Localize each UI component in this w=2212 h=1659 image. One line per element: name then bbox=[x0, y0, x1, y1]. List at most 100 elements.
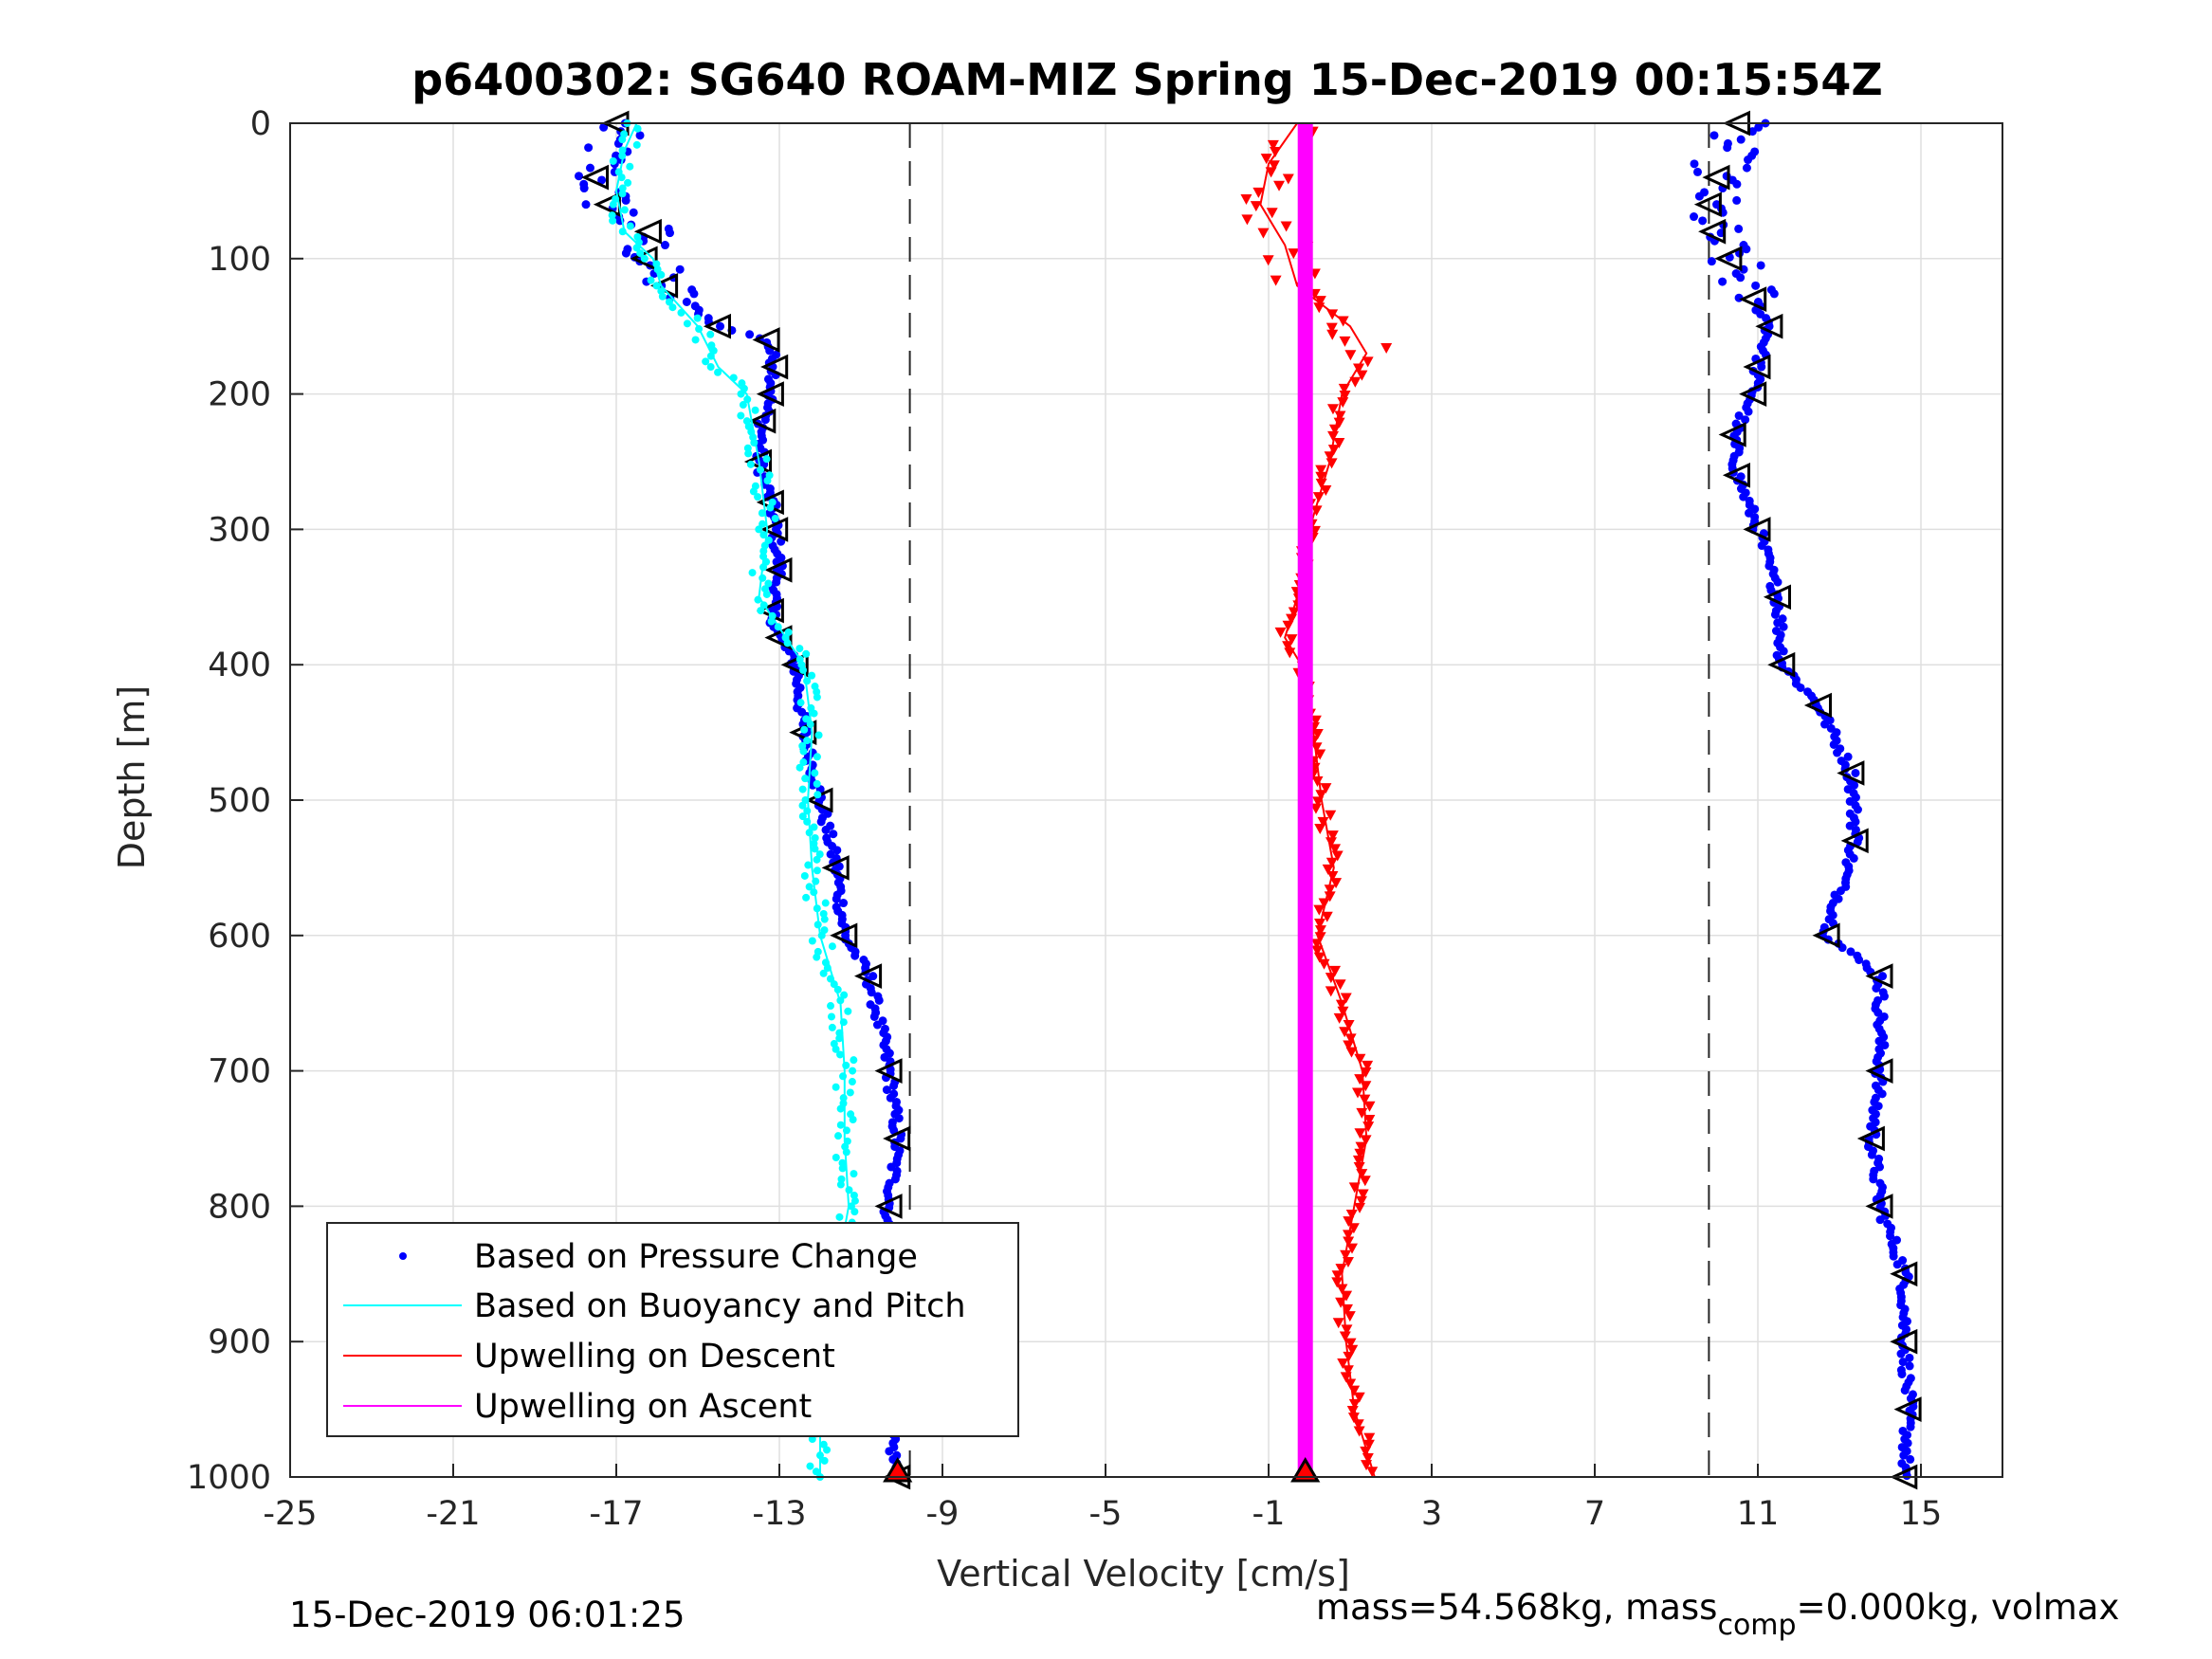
series-point bbox=[808, 671, 816, 680]
series-marker bbox=[633, 218, 662, 245]
x-tick-label: -13 bbox=[752, 1495, 806, 1533]
series-point bbox=[816, 817, 826, 827]
series-point bbox=[829, 830, 838, 839]
series-point bbox=[845, 1186, 853, 1194]
series-point bbox=[675, 264, 685, 274]
series-point bbox=[608, 211, 616, 220]
series-point bbox=[632, 244, 641, 252]
series-based-on-buoyancy-and-pitch bbox=[608, 119, 859, 1481]
series-marker bbox=[1865, 1194, 1893, 1219]
series-point bbox=[885, 1447, 894, 1456]
series-point bbox=[1349, 376, 1362, 388]
series-point bbox=[1796, 683, 1805, 692]
series-marker bbox=[1840, 828, 1869, 854]
series-point bbox=[762, 590, 771, 598]
series-point bbox=[1324, 884, 1336, 896]
series-point bbox=[1325, 857, 1338, 868]
series-point bbox=[1874, 1008, 1883, 1017]
series-point bbox=[1344, 1311, 1356, 1322]
x-tick-label: -9 bbox=[926, 1495, 960, 1533]
series-point bbox=[1314, 823, 1326, 834]
series-point bbox=[1899, 1450, 1909, 1460]
series-point bbox=[618, 136, 627, 144]
series-point bbox=[1900, 1386, 1910, 1395]
series-point bbox=[798, 785, 807, 793]
series-point bbox=[640, 254, 649, 263]
series-point bbox=[739, 401, 747, 410]
series-point bbox=[1325, 810, 1337, 821]
series-point bbox=[695, 325, 704, 334]
series-point bbox=[1343, 1040, 1355, 1051]
series-marker bbox=[1693, 191, 1722, 218]
series-point bbox=[839, 899, 849, 908]
series-point bbox=[1331, 850, 1344, 862]
series-point bbox=[820, 915, 829, 923]
series-point bbox=[810, 823, 818, 831]
series-point bbox=[668, 303, 677, 312]
x-axis: -25 -21 -17 -13 -9 -5 -1 3 7 11 15 bbox=[263, 1464, 1942, 1533]
series-point bbox=[1718, 277, 1728, 286]
series-point bbox=[801, 775, 810, 783]
series-point bbox=[647, 276, 655, 284]
series-point bbox=[1314, 925, 1326, 937]
series-point bbox=[1340, 1372, 1352, 1383]
series-point bbox=[839, 1072, 848, 1081]
series-point bbox=[1362, 1121, 1375, 1133]
series-point bbox=[666, 228, 675, 238]
series-point bbox=[1869, 1175, 1878, 1184]
series-point bbox=[635, 131, 645, 140]
series-point bbox=[806, 720, 814, 729]
series-point bbox=[1342, 1365, 1354, 1376]
series-point bbox=[626, 162, 634, 171]
series-point bbox=[1333, 438, 1345, 449]
series-point bbox=[842, 1148, 850, 1157]
series-point bbox=[759, 520, 767, 528]
x-tick-label: 11 bbox=[1737, 1495, 1780, 1533]
series-point bbox=[1344, 1378, 1357, 1390]
series-point bbox=[1354, 1148, 1366, 1159]
series-marker bbox=[1812, 922, 1840, 949]
series-point bbox=[1353, 1392, 1365, 1403]
series-point bbox=[584, 143, 594, 153]
series-point bbox=[749, 487, 758, 496]
series-point bbox=[1692, 167, 1702, 176]
series-point bbox=[1360, 1135, 1372, 1146]
series-point bbox=[636, 249, 645, 258]
series-point bbox=[626, 222, 634, 230]
series-point bbox=[1265, 167, 1277, 178]
series-point bbox=[758, 509, 766, 518]
series-point bbox=[836, 996, 845, 1005]
series-point bbox=[1898, 1358, 1908, 1367]
series-point bbox=[763, 476, 772, 484]
series-point bbox=[1741, 415, 1750, 425]
x-tick-label: 7 bbox=[1584, 1495, 1605, 1533]
series-point bbox=[1311, 729, 1324, 740]
series-point bbox=[1732, 179, 1742, 189]
series-point bbox=[1348, 1182, 1361, 1194]
series-point bbox=[658, 292, 667, 301]
series-point bbox=[1311, 776, 1324, 788]
legend-label-buoyancy: Based on Buoyancy and Pitch bbox=[474, 1287, 966, 1325]
y-tick-label: 500 bbox=[208, 782, 271, 820]
series-point bbox=[1314, 749, 1326, 760]
series-point bbox=[1773, 618, 1782, 628]
series-point bbox=[746, 460, 755, 468]
series-point bbox=[1327, 430, 1340, 442]
series-point bbox=[1343, 1351, 1355, 1362]
series-point bbox=[1337, 316, 1349, 327]
series-point bbox=[1345, 1209, 1358, 1220]
series-marker bbox=[1718, 422, 1746, 447]
series-point bbox=[1315, 471, 1327, 483]
series-point bbox=[1698, 216, 1708, 226]
series-point bbox=[813, 753, 821, 761]
legend-label-upwelling-ascent: Upwelling on Ascent bbox=[474, 1388, 812, 1426]
series-point bbox=[1325, 322, 1338, 334]
y-axis: 0 100 200 300 400 500 600 700 800 900 1000 bbox=[187, 105, 303, 1497]
series-point bbox=[1322, 864, 1334, 875]
series-point bbox=[850, 951, 860, 960]
y-tick-label: 100 bbox=[208, 241, 271, 279]
series-point bbox=[1766, 586, 1776, 595]
series-point bbox=[1317, 816, 1329, 828]
series-point bbox=[657, 270, 666, 279]
series-point bbox=[808, 937, 816, 945]
